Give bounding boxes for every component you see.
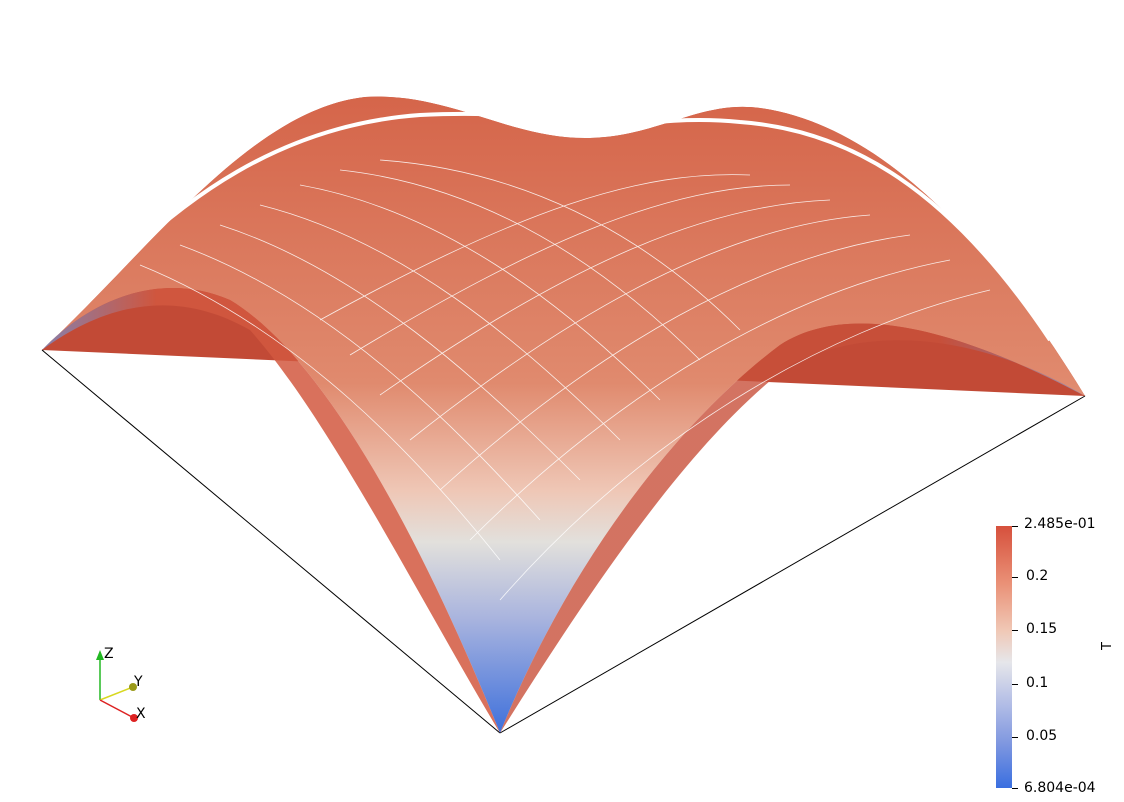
colorbar-tick bbox=[1012, 526, 1018, 527]
colorbar-tick bbox=[1012, 788, 1018, 789]
axis-x-label: X bbox=[136, 706, 146, 722]
colorbar-tick-label: 0.15 bbox=[1026, 621, 1058, 637]
colorbar bbox=[996, 526, 1012, 788]
colorbar-max-label: 2.485e-01 bbox=[1024, 516, 1096, 532]
colorbar-tick-label: 0.1 bbox=[1026, 675, 1049, 691]
colorbar-title: T bbox=[1100, 642, 1115, 650]
axes-triad bbox=[96, 650, 138, 722]
surface-right-flap bbox=[500, 323, 1085, 733]
colorbar-tick-label: 0.2 bbox=[1026, 568, 1049, 584]
colorbar-min-label: 6.804e-04 bbox=[1024, 780, 1096, 796]
axis-y-label: Y bbox=[134, 674, 143, 690]
colorbar-tick bbox=[1012, 684, 1018, 685]
colorbar-tick bbox=[1012, 737, 1018, 738]
mesh-grid bbox=[139, 159, 991, 601]
contour-line bbox=[98, 111, 1052, 342]
colorbar-tick bbox=[1012, 630, 1018, 631]
colorbar-tick-label: 0.05 bbox=[1026, 728, 1058, 744]
axis-z-label: Z bbox=[104, 646, 114, 662]
temperature-surface bbox=[42, 96, 1085, 734]
colorbar-tick bbox=[1012, 577, 1018, 578]
